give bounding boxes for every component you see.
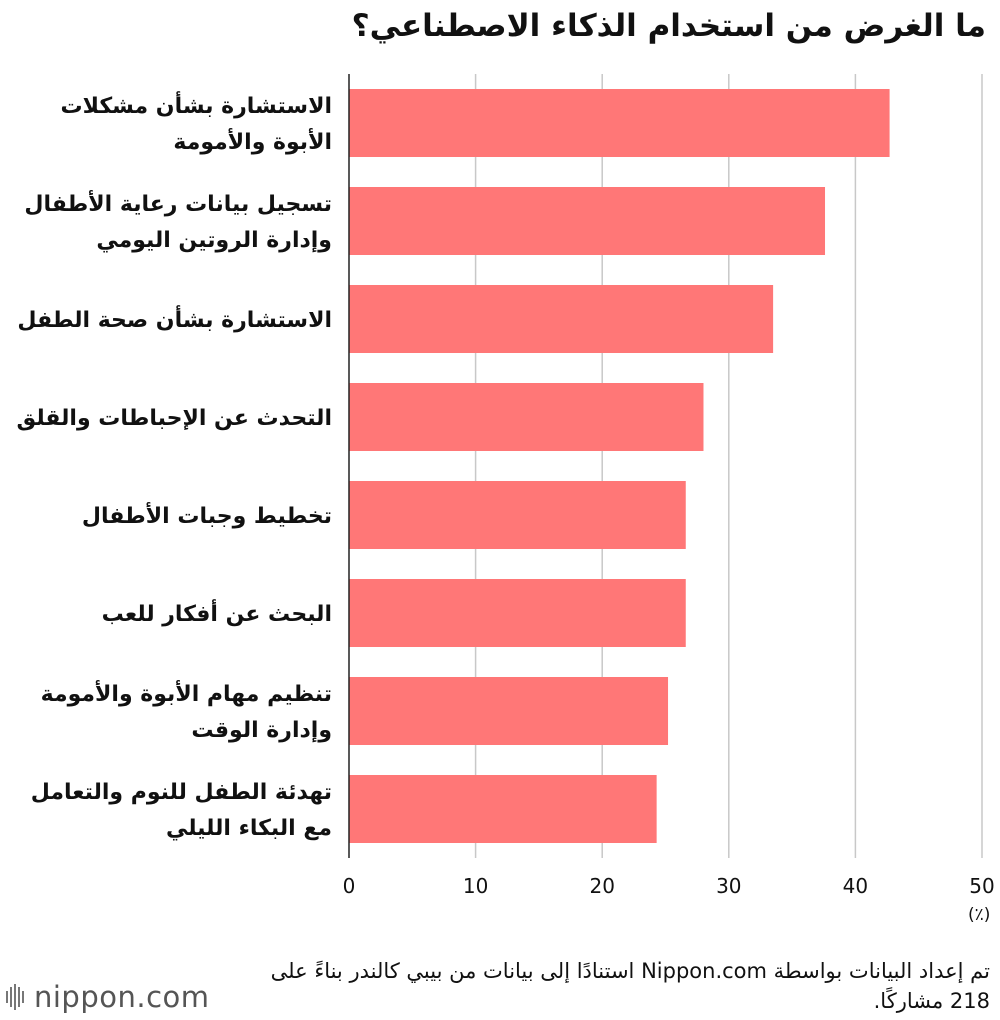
- category-labels: الاستشارة بشأن مشكلات الأبوة والأمومة تسجي…: [17, 90, 333, 841]
- bars: [349, 89, 890, 843]
- x-tick-label: 0: [343, 874, 356, 898]
- category-label: البحث عن أفكار للعب: [102, 598, 332, 627]
- x-tick-label: 40: [843, 874, 868, 898]
- unit-label: (٪): [968, 905, 991, 925]
- x-axis-ticks: 0 10 20 30 40 50: [343, 874, 995, 898]
- logo-text: nippon.com: [34, 980, 210, 1014]
- category-label: الاستشارة بشأن صحة الطفل: [17, 304, 332, 333]
- bar: [349, 383, 704, 451]
- bar: [349, 481, 686, 549]
- category-label: تخطيط وجبات الأطفال: [82, 501, 332, 529]
- category-label: تسجيل بيانات رعاية الأطفال: [24, 189, 332, 217]
- bar: [349, 677, 669, 745]
- category-label: الأبوة والأمومة: [173, 127, 332, 155]
- category-label: وإدارة الوقت: [191, 718, 332, 743]
- x-tick-label: 10: [463, 874, 488, 898]
- x-tick-label: 50: [969, 874, 994, 898]
- logo-mark-icon: [6, 984, 24, 1010]
- category-label: الاستشارة بشأن مشكلات: [61, 90, 332, 119]
- bar: [349, 579, 686, 647]
- category-label: التحدث عن الإحباطات والقلق: [17, 406, 333, 431]
- bar: [349, 89, 890, 157]
- x-tick-label: 20: [589, 874, 614, 898]
- category-label: مع البكاء الليلي: [166, 816, 332, 841]
- chart-title: ما الغرض من استخدام الذكاء الاصطناعي؟: [351, 8, 986, 44]
- x-tick-label: 30: [716, 874, 741, 898]
- bar: [349, 187, 826, 255]
- category-label: وإدارة الروتين اليومي: [96, 228, 332, 253]
- source-note: تم إعداد البيانات بواسطة Nippon.com استن…: [270, 959, 990, 1013]
- bar-chart: الاستشارة بشأن مشكلات الأبوة والأمومة تسجي…: [17, 74, 995, 898]
- category-label: تهدئة الطفل للنوم والتعامل: [31, 780, 332, 805]
- bar: [349, 285, 774, 353]
- nippon-logo: nippon.com: [4, 980, 210, 1014]
- bar: [349, 775, 657, 843]
- category-label: تنظيم مهام الأبوة والأمومة: [41, 679, 332, 707]
